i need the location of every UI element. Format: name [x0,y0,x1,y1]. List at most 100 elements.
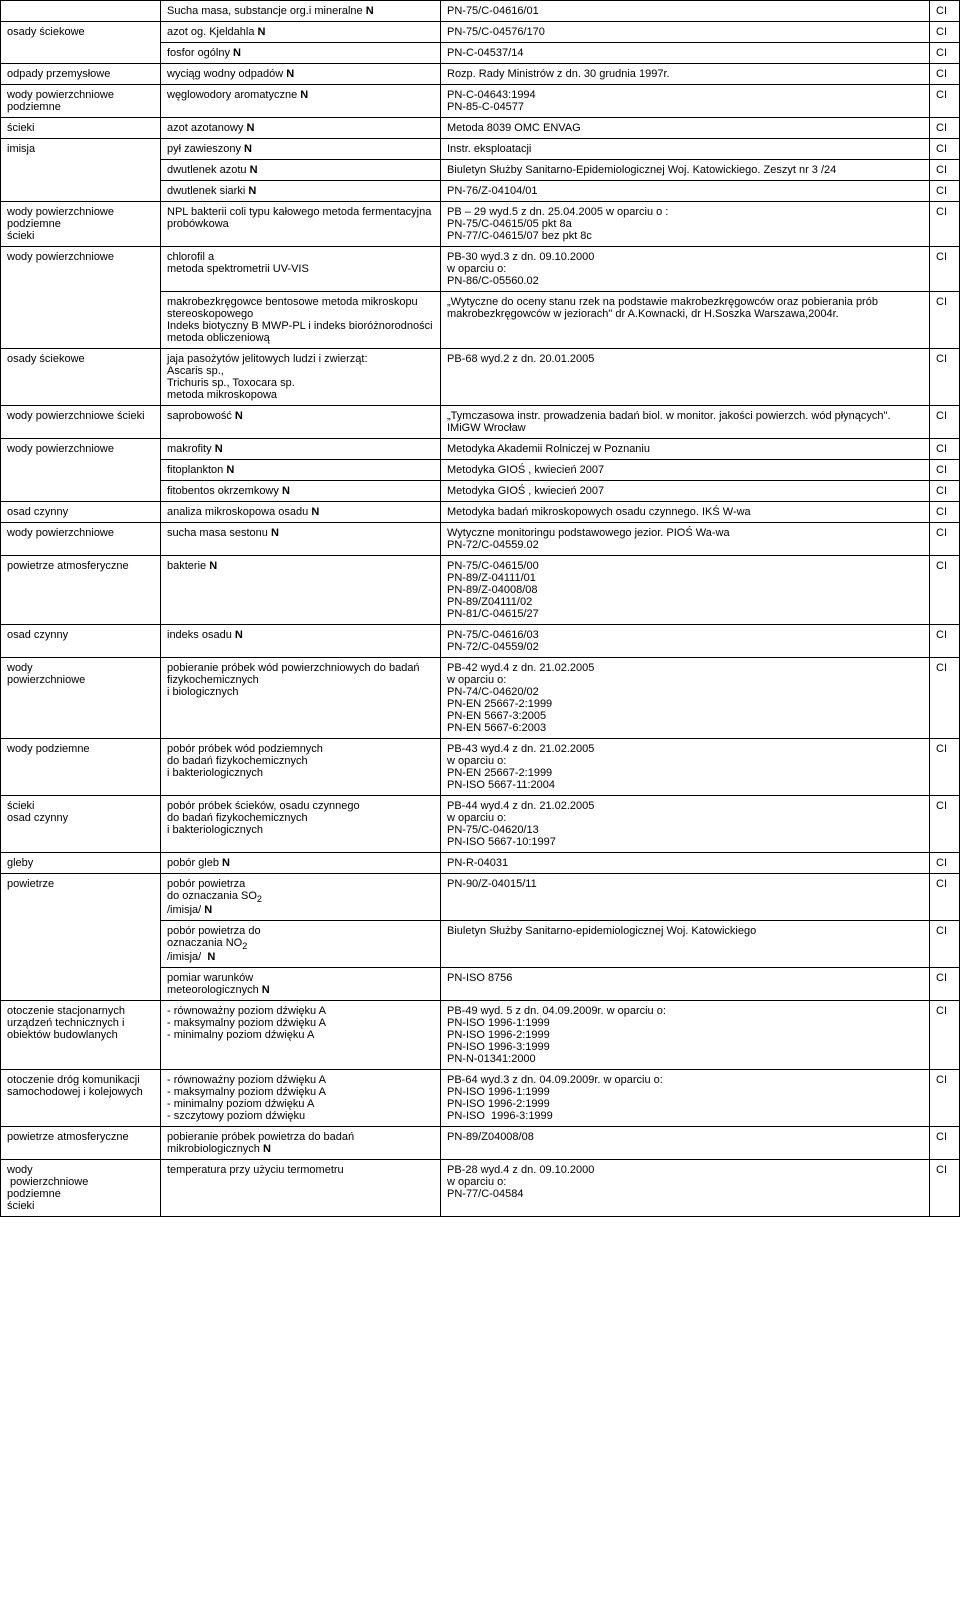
cell-code: CI [930,43,960,64]
table-row: osady ściekowejaja pasożytów jelitowych … [1,349,960,406]
cell-parameter: makrobezkręgowce bentosowe metoda mikros… [161,292,441,349]
cell-code: CI [930,349,960,406]
cell-code: CI [930,625,960,658]
table-row: wody powierzchniowe ściekisaprobowość N„… [1,406,960,439]
table-row: ściekiosad czynnypobór próbek ścieków, o… [1,796,960,853]
cell-code: CI [930,658,960,739]
cell-parameter: Sucha masa, substancje org.i mineralne N [161,1,441,22]
cell-parameter: wyciąg wodny odpadów N [161,64,441,85]
cell-matrix: wody powierzchniowe [1,523,161,556]
table-row: wody powierzchniowepodziemneściekitemper… [1,1160,960,1217]
cell-matrix: osad czynny [1,502,161,523]
cell-matrix: ściekiosad czynny [1,796,161,853]
cell-method: PB-43 wyd.4 z dn. 21.02.2005w oparciu o:… [441,739,930,796]
cell-matrix [1,1,161,22]
table-row: wody powierzchniowe podziemneściekiNPL b… [1,202,960,247]
cell-matrix: wody powierzchniowe podziemneścieki [1,202,161,247]
cell-matrix: otoczenie stacjonarnych urządzeń technic… [1,1001,161,1070]
cell-parameter: azot og. Kjeldahla N [161,22,441,43]
cell-matrix: wody powierzchniowepodziemneścieki [1,1160,161,1217]
cell-method: PN-76/Z-04104/01 [441,181,930,202]
table-row: powietrzepobór powietrzado oznaczania SO… [1,874,960,921]
cell-parameter: pył zawieszony N [161,139,441,160]
cell-matrix: powietrze atmosferyczne [1,556,161,625]
cell-method: Biuletyn Służby Sanitarno-Epidemiologicz… [441,160,930,181]
cell-matrix: osad czynny [1,625,161,658]
cell-parameter: dwutlenek azotu N [161,160,441,181]
cell-code: CI [930,406,960,439]
cell-code: CI [930,247,960,292]
cell-method: PN-75/C-04615/00PN-89/Z-04111/01PN-89/Z-… [441,556,930,625]
cell-method: PN-C-04537/14 [441,43,930,64]
cell-parameter: dwutlenek siarki N [161,181,441,202]
cell-code: CI [930,181,960,202]
cell-code: CI [930,439,960,460]
table-row: Sucha masa, substancje org.i mineralne N… [1,1,960,22]
cell-code: CI [930,460,960,481]
cell-parameter: - równoważny poziom dźwięku A- maksymaln… [161,1001,441,1070]
cell-method: Metoda 8039 OMC ENVAG [441,118,930,139]
table-row: wody powierzchniowemakrofity NMetodyka A… [1,439,960,460]
table-row: osad czynnyanaliza mikroskopowa osadu NM… [1,502,960,523]
cell-matrix: wody powierzchniowe ścieki [1,406,161,439]
table-row: wody podziemnepobór próbek wód podziemny… [1,739,960,796]
cell-parameter: fitoplankton N [161,460,441,481]
cell-method: Metodyka GIOŚ , kwiecień 2007 [441,481,930,502]
cell-code: CI [930,118,960,139]
cell-method: Instr. eksploatacji [441,139,930,160]
table-row: otoczenie dróg komunikacji samochodowej … [1,1070,960,1127]
cell-method: PB-49 wyd. 5 z dn. 04.09.2009r. w oparci… [441,1001,930,1070]
cell-code: CI [930,139,960,160]
cell-method: Rozp. Rady Ministrów z dn. 30 grudnia 19… [441,64,930,85]
cell-method: PB-30 wyd.3 z dn. 09.10.2000w oparciu o:… [441,247,930,292]
cell-code: CI [930,1160,960,1217]
cell-matrix: wody powierzchniowe [1,247,161,349]
cell-method: Metodyka GIOŚ , kwiecień 2007 [441,460,930,481]
cell-method: PB-42 wyd.4 z dn. 21.02.2005w oparciu o:… [441,658,930,739]
cell-method: „Tymczasowa instr. prowadzenia badań bio… [441,406,930,439]
cell-matrix: wody podziemne [1,739,161,796]
cell-method: PB-68 wyd.2 z dn. 20.01.2005 [441,349,930,406]
cell-method: Biuletyn Służby Sanitarno-epidemiologicz… [441,921,930,968]
cell-method: PN-C-04643:1994PN-85-C-04577 [441,85,930,118]
cell-matrix: osady ściekowe [1,349,161,406]
data-table: Sucha masa, substancje org.i mineralne N… [0,0,960,1217]
cell-matrix: wody powierzchniowe [1,439,161,502]
cell-method: PN-75/C-04616/01 [441,1,930,22]
cell-method: PB-64 wyd.3 z dn. 04.09.2009r. w oparciu… [441,1070,930,1127]
cell-parameter: NPL bakterii coli typu kałowego metoda f… [161,202,441,247]
cell-parameter: saprobowość N [161,406,441,439]
cell-parameter: pobór gleb N [161,853,441,874]
cell-parameter: chlorofil ametoda spektrometrii UV-VIS [161,247,441,292]
cell-method: PN-89/Z04008/08 [441,1127,930,1160]
cell-parameter: pobór powietrzado oznaczania SO2/imisja/… [161,874,441,921]
cell-parameter: indeks osadu N [161,625,441,658]
cell-code: CI [930,292,960,349]
cell-parameter: pobieranie próbek powietrza do badań mik… [161,1127,441,1160]
cell-parameter: pobór powietrza dooznaczania NO2/imisja/… [161,921,441,968]
cell-method: PB-44 wyd.4 z dn. 21.02.2005w oparciu o:… [441,796,930,853]
cell-parameter: fitobentos okrzemkowy N [161,481,441,502]
table-row: odpady przemysłowewyciąg wodny odpadów N… [1,64,960,85]
cell-matrix: odpady przemysłowe [1,64,161,85]
cell-matrix: imisja [1,139,161,202]
cell-parameter: analiza mikroskopowa osadu N [161,502,441,523]
cell-code: CI [930,523,960,556]
cell-code: CI [930,874,960,921]
table-row: ściekiazot azotanowy NMetoda 8039 OMC EN… [1,118,960,139]
table-row: wody powierzchniowechlorofil ametoda spe… [1,247,960,292]
cell-parameter: sucha masa sestonu N [161,523,441,556]
cell-method: PN-75/C-04576/170 [441,22,930,43]
cell-code: CI [930,1070,960,1127]
cell-code: CI [930,202,960,247]
table-row: wody powierzchniowesucha masa sestonu NW… [1,523,960,556]
cell-method: PN-ISO 8756 [441,968,930,1001]
cell-code: CI [930,739,960,796]
cell-parameter: pobór próbek wód podziemnychdo badań fiz… [161,739,441,796]
cell-parameter: bakterie N [161,556,441,625]
table-row: osady ściekoweazot og. Kjeldahla NPN-75/… [1,22,960,43]
cell-code: CI [930,921,960,968]
cell-matrix: wody powierzchniowe podziemne [1,85,161,118]
cell-matrix: ścieki [1,118,161,139]
table-row: otoczenie stacjonarnych urządzeń technic… [1,1001,960,1070]
